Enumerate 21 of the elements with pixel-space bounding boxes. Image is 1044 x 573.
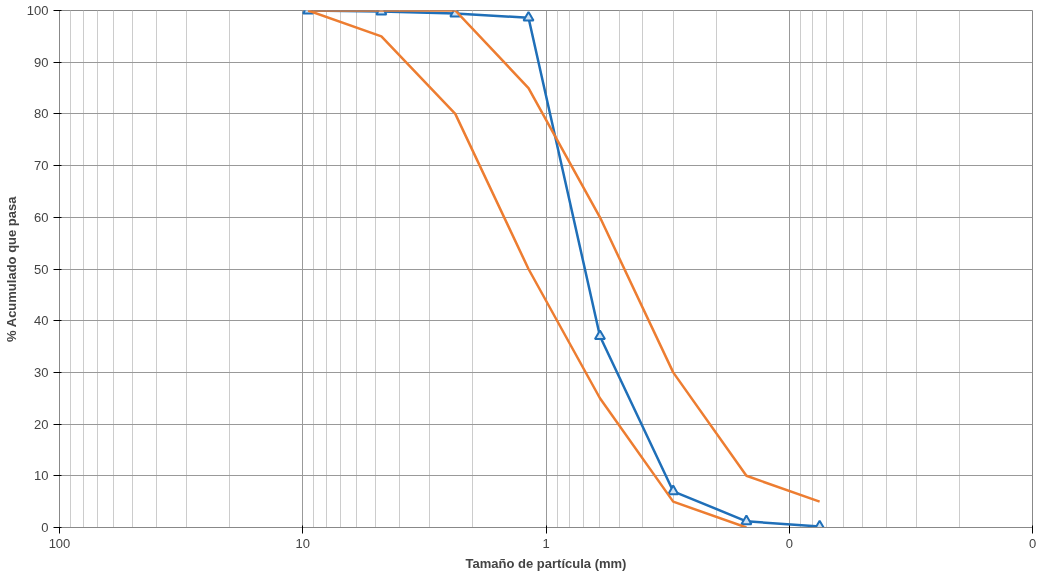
y-tick-label: 100 <box>26 3 49 18</box>
y-tick-label: 20 <box>34 416 49 432</box>
y-tick-label: 70 <box>34 158 49 174</box>
y-tick-label: 10 <box>34 468 49 484</box>
y-tick-label: 90 <box>34 54 49 70</box>
y-tick-label: 80 <box>34 106 49 122</box>
x-tick-label: 0 <box>1028 535 1037 551</box>
y-tick-label: 30 <box>34 364 49 380</box>
point <box>593 329 606 341</box>
x-tick-label: 0 <box>785 535 793 551</box>
y-axis-title: % Acumulado que pasa <box>3 195 19 342</box>
x-axis-title: Tamaño de partícula (mm) <box>465 555 627 571</box>
y-tick-label: 0 <box>41 520 49 535</box>
x-tick-label: 100 <box>48 535 71 551</box>
point <box>667 484 680 496</box>
y-tick-label: 50 <box>34 261 49 277</box>
point <box>740 514 753 526</box>
x-tick-label: 10 <box>295 535 310 551</box>
y-tick-label: 60 <box>34 209 49 225</box>
y-tick-label: 40 <box>34 313 49 329</box>
x-tick-label: 1 <box>542 535 550 551</box>
